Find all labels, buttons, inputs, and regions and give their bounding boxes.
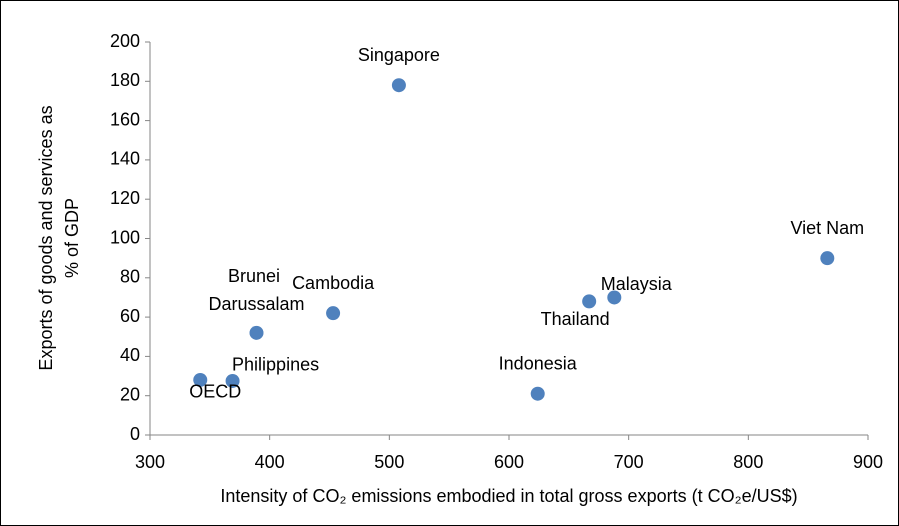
y-tick-label: 160 <box>110 109 140 129</box>
y-tick-label: 120 <box>110 188 140 208</box>
point-label: Thailand <box>541 309 610 329</box>
x-tick-label: 400 <box>255 452 285 472</box>
y-tick-label: 180 <box>110 70 140 90</box>
point-label: OECD <box>189 382 241 402</box>
point <box>193 372 208 387</box>
point-label: Singapore <box>358 45 440 65</box>
point <box>530 386 545 401</box>
y-tick-label: 140 <box>110 149 140 169</box>
point-label: Cambodia <box>292 273 375 293</box>
point <box>820 251 835 266</box>
x-tick-label: 300 <box>135 452 165 472</box>
y-axis-label-line: % of GDP <box>62 198 82 278</box>
point-label-line: Darussalam <box>208 294 304 314</box>
y-tick-label: 40 <box>120 345 140 365</box>
point-label: Malaysia <box>601 274 673 294</box>
point-label: Indonesia <box>499 353 578 373</box>
y-tick-label: 200 <box>110 31 140 51</box>
y-axis-label-line: Exports of goods and services as <box>36 105 56 370</box>
x-tick-label: 600 <box>494 452 524 472</box>
point <box>391 78 406 93</box>
point <box>607 290 622 305</box>
x-tick-label: 800 <box>733 452 763 472</box>
y-tick-label: 100 <box>110 227 140 247</box>
point-label-line: Brunei <box>228 266 285 286</box>
y-tick-label: 20 <box>120 384 140 404</box>
point-label: Brunei Darussalam <box>208 266 304 314</box>
point <box>249 325 264 340</box>
point <box>225 373 240 388</box>
point <box>326 306 341 321</box>
y-tick-label: 80 <box>120 267 140 287</box>
point <box>582 294 597 309</box>
y-tick-label: 60 <box>120 306 140 326</box>
x-tick-label: 900 <box>853 452 883 472</box>
x-tick-label: 700 <box>614 452 644 472</box>
y-tick-label: 0 <box>130 424 140 444</box>
x-tick-label: 500 <box>374 452 404 472</box>
point-label: Philippines <box>232 355 319 375</box>
x-axis-label: Intensity of CO₂ emissions embodied in t… <box>220 486 797 506</box>
point-label: Viet Nam <box>790 218 864 238</box>
y-axis-label: Exports of goods and services as % of GD… <box>36 105 82 370</box>
